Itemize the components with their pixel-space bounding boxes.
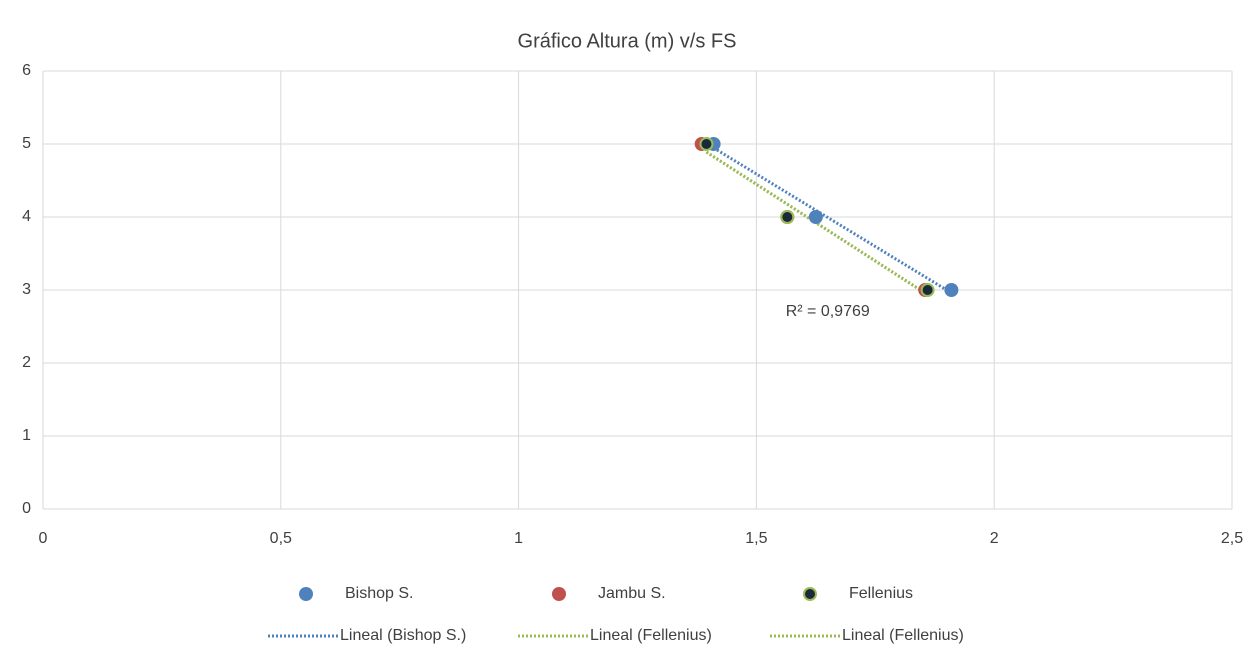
legend-label: Jambu S. bbox=[598, 585, 666, 602]
legend-label: Lineal (Fellenius) bbox=[590, 627, 712, 644]
y-tick-label: 4 bbox=[22, 208, 31, 225]
y-tick-label: 1 bbox=[22, 427, 31, 444]
legend-marker bbox=[803, 587, 817, 601]
annotation: R² = 0,9769 bbox=[786, 303, 870, 320]
y-tick-label: 2 bbox=[22, 354, 31, 371]
x-tick-label: 1 bbox=[514, 530, 523, 547]
y-tick-label: 5 bbox=[22, 135, 31, 152]
y-tick-label: 3 bbox=[22, 281, 31, 298]
chart-title: Gráfico Altura (m) v/s FS bbox=[518, 30, 737, 52]
x-tick-label: 2,5 bbox=[1221, 530, 1243, 547]
y-tick-label: 6 bbox=[22, 62, 31, 79]
x-tick-label: 0 bbox=[39, 530, 48, 547]
x-tick-label: 0,5 bbox=[270, 530, 292, 547]
legend-label: Fellenius bbox=[849, 585, 913, 602]
point bbox=[808, 210, 823, 224]
x-tick-label: 2 bbox=[990, 530, 999, 547]
legend-label: Lineal (Bishop S.) bbox=[340, 627, 466, 644]
x-tick-label: 1,5 bbox=[745, 530, 767, 547]
legend-marker bbox=[552, 587, 566, 601]
legend-marker bbox=[299, 587, 313, 601]
y-tick-label: 0 bbox=[22, 500, 31, 517]
point bbox=[944, 283, 959, 297]
legend-label: Bishop S. bbox=[345, 585, 413, 602]
point bbox=[780, 210, 795, 224]
trendline bbox=[712, 146, 953, 295]
point bbox=[920, 283, 935, 297]
legend-label: Lineal (Fellenius) bbox=[842, 627, 964, 644]
point bbox=[699, 137, 714, 151]
